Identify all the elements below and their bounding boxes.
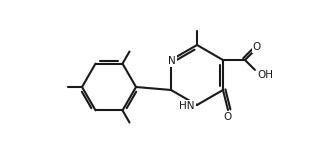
Text: O: O — [224, 112, 232, 122]
Text: OH: OH — [257, 70, 273, 80]
Text: N: N — [168, 56, 176, 66]
Text: O: O — [253, 42, 261, 52]
Text: HN: HN — [180, 101, 195, 111]
